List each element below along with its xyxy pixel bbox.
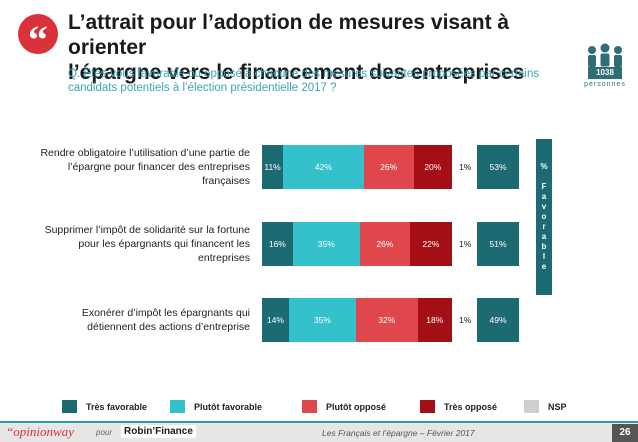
legend-swatch	[62, 400, 77, 413]
favorable-header-text: % Favorable	[539, 162, 549, 272]
segment-value-label: 18%	[426, 315, 444, 325]
legend-swatch	[170, 400, 185, 413]
legend-label: NSP	[548, 401, 567, 412]
bar-segment: 35%	[292, 222, 360, 266]
segment-value-label: 35%	[313, 315, 331, 325]
legend-swatch	[420, 400, 435, 413]
segment-value-label: 26%	[380, 162, 398, 172]
bar-segment: 26%	[363, 145, 414, 189]
page-title: L’attrait pour l’adoption de mesures vis…	[68, 10, 568, 85]
stacked-bar: 11% 42% 26% 20%	[262, 145, 453, 189]
category-label-line: entreprises	[198, 252, 250, 264]
sample-count-badge: 1038	[588, 67, 622, 79]
segment-value-label: 22%	[422, 239, 440, 249]
bar-segment: 26%	[359, 222, 410, 266]
bar-segment: 42%	[283, 145, 364, 189]
page-number: 26	[612, 424, 638, 442]
legend-swatch	[302, 400, 317, 413]
brand-pour-text: pour	[96, 428, 113, 437]
favorable-total: 51%	[477, 222, 519, 266]
question-line-2: candidats potentiels à l’élection présid…	[68, 82, 337, 94]
legend-swatch	[524, 400, 539, 413]
category-label-line: françaises	[202, 175, 250, 187]
category-label-line: détiennent des actions d’entreprise	[87, 321, 250, 333]
stacked-bar: 16% 35% 26% 22%	[262, 222, 453, 266]
question-line-1: Q. Etes-vous favorable ou opposé à chacu…	[68, 68, 540, 80]
legend-label: Très opposé	[444, 401, 498, 412]
category-label-line: Exonérer d’impôt les épargnants qui	[81, 307, 250, 319]
legend-label: Plutôt favorable	[194, 401, 263, 412]
legend-label: Plutôt opposé	[326, 401, 386, 412]
bar-segment: 32%	[356, 298, 418, 342]
category-label-line: pour les épargnants qui financent les	[78, 238, 250, 250]
bar-segment: 22%	[409, 222, 453, 266]
people-group-icon	[588, 43, 622, 67]
favorable-total: 53%	[477, 145, 519, 189]
bar-segment: 20%	[413, 145, 453, 189]
title-line-1: L’attrait pour l’adoption de mesures vis…	[68, 11, 510, 59]
nsp-value-label: 1%	[459, 315, 472, 325]
survey-question: Q. Etes-vous favorable ou opposé à chacu…	[68, 67, 558, 95]
stacked-bar: 14% 35% 32% 18%	[262, 298, 453, 342]
footer-divider	[0, 421, 638, 423]
legend-item: Plutôt opposé	[302, 400, 386, 413]
category-label: Rendre obligatoire l’utilisation d’une p…	[20, 146, 250, 188]
robinfinance-logo: Robin’Finance	[121, 425, 196, 438]
legend-item: Plutôt favorable	[170, 400, 262, 413]
segment-value-label: 20%	[424, 162, 442, 172]
category-label-line: l’épargne pour financer des entreprises	[67, 161, 250, 173]
segment-value-label: 14%	[266, 315, 284, 325]
segment-value-label: 42%	[314, 162, 332, 172]
bar-segment: 11%	[262, 145, 284, 189]
bar-segment: 16%	[262, 222, 293, 266]
footer-caption: Les Français et l’épargne – Février 2017	[322, 428, 475, 438]
bar-segment: 35%	[288, 298, 357, 342]
category-label: Supprimer l’impôt de solidarité sur la f…	[20, 223, 250, 265]
sample-label: personnes	[584, 81, 626, 88]
category-label-line: Supprimer l’impôt de solidarité sur la f…	[44, 224, 250, 236]
title-line-2: l’épargne vers le financement des entrep…	[68, 61, 525, 84]
quote-mark-icon: “	[18, 14, 58, 62]
segment-value-label: 16%	[268, 239, 286, 249]
nsp-value-label: 1%	[459, 162, 472, 172]
segment-value-label: 11%	[264, 162, 281, 172]
legend-item: NSP	[524, 400, 567, 413]
segment-value-label: 32%	[378, 315, 396, 325]
category-label: Exonérer d’impôt les épargnants qui détie…	[20, 306, 250, 334]
nsp-value-label: 1%	[459, 239, 472, 249]
legend-item: Très opposé	[420, 400, 497, 413]
segment-value-label: 26%	[376, 239, 394, 249]
favorable-total: 49%	[477, 298, 519, 342]
bar-segment: 14%	[262, 298, 289, 342]
bar-segment: 18%	[417, 298, 453, 342]
chart-legend: Très favorable Plutôt favorable Plutôt opp…	[0, 400, 638, 416]
legend-item: Très favorable	[62, 400, 147, 413]
favorable-column-header: % Favorable	[536, 139, 552, 295]
segment-value-label: 35%	[317, 239, 335, 249]
legend-label: Très favorable	[86, 401, 148, 412]
opinionway-logo: “opinionway	[6, 424, 74, 439]
category-label-line: Rendre obligatoire l’utilisation d’une p…	[40, 147, 250, 159]
